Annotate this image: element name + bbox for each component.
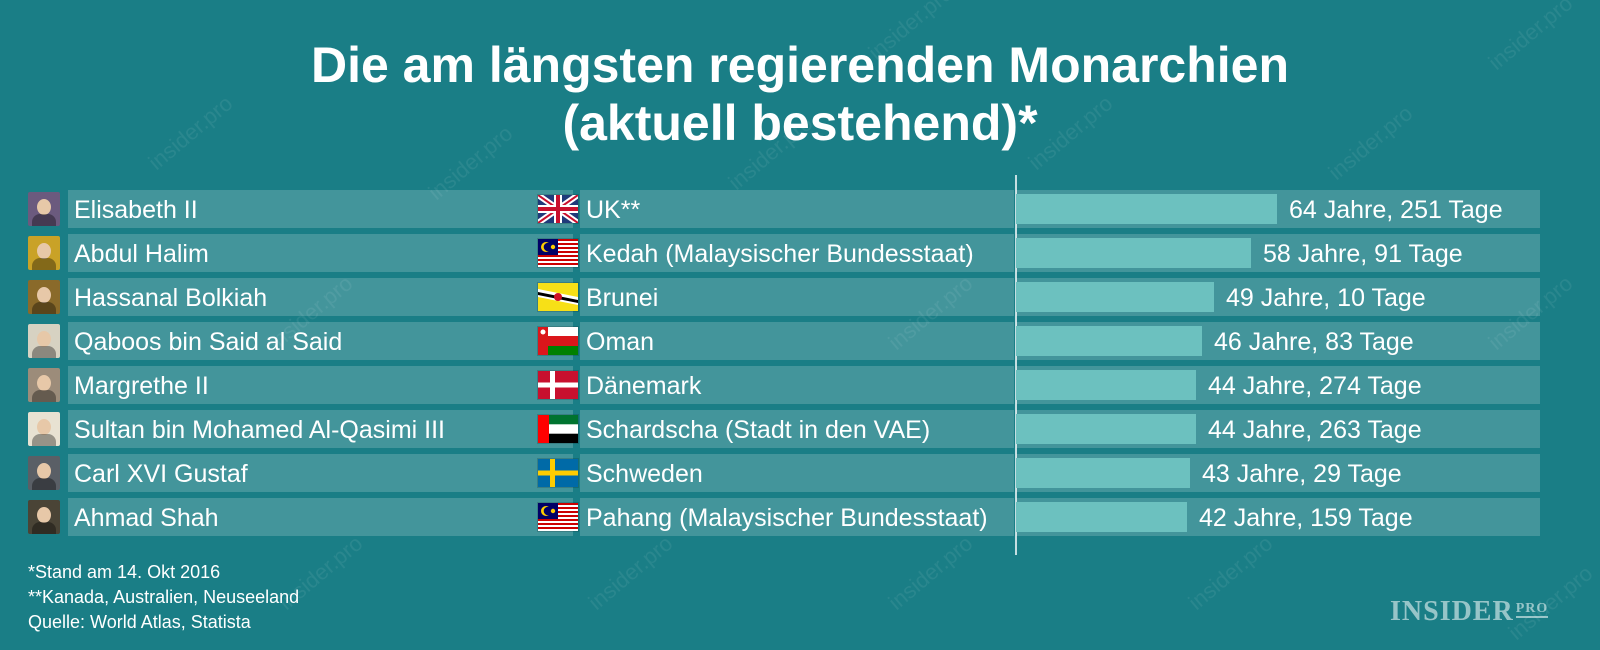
monarch-portrait — [28, 280, 60, 314]
table-row: Ahmad Shah Pahang (Malaysischer Bundessta… — [28, 498, 1570, 536]
bar-track: 49 Jahre, 10 Tage — [1016, 278, 1540, 316]
bar-track: 46 Jahre, 83 Tage — [1016, 322, 1540, 360]
uae-flag — [537, 414, 579, 444]
logo-main: INSIDER — [1390, 596, 1514, 627]
logo-sub: PRO — [1515, 601, 1549, 618]
table-row: Margrethe II Dänemark 44 Jahre, 274 Tage — [28, 366, 1570, 404]
country-name: Kedah (Malaysischer Bundesstaat) — [580, 234, 1014, 272]
bar — [1016, 502, 1187, 532]
data-label: 44 Jahre, 274 Tage — [1208, 372, 1422, 400]
bar — [1016, 238, 1251, 268]
country-name: Pahang (Malaysischer Bundesstaat) — [580, 498, 1014, 536]
monarch-portrait — [28, 456, 60, 490]
footnotes: *Stand am 14. Okt 2016 **Kanada, Austral… — [28, 560, 299, 635]
table-row: Sultan bin Mohamed Al-Qasimi III Schardsc… — [28, 410, 1570, 448]
bar-track: 42 Jahre, 159 Tage — [1016, 498, 1540, 536]
sweden-flag — [537, 458, 579, 488]
footnote-2: **Kanada, Australien, Neuseeland — [28, 587, 300, 607]
malaysia-flag — [537, 502, 579, 532]
malaysia-flag — [537, 238, 579, 268]
country-name: Oman — [580, 322, 1014, 360]
brunei-flag — [537, 282, 579, 312]
bar-track: 43 Jahre, 29 Tage — [1016, 454, 1540, 492]
bar-track: 44 Jahre, 274 Tage — [1016, 366, 1540, 404]
data-label: 64 Jahre, 251 Tage — [1289, 196, 1503, 224]
bar — [1016, 370, 1196, 400]
data-label: 44 Jahre, 263 Tage — [1208, 416, 1422, 444]
monarch-name: Elisabeth II — [68, 190, 573, 228]
watermark-text: insider.pro — [883, 530, 978, 615]
title-line-2: (aktuell bestehend)* — [562, 95, 1038, 151]
data-label: 58 Jahre, 91 Tage — [1263, 240, 1463, 268]
chart-rows: Elisabeth II UK** 64 Jahre, 251 Tage Abdul … — [28, 190, 1570, 542]
monarch-portrait — [28, 192, 60, 226]
table-row: Hassanal Bolkiah Brunei 49 Jahre, 10 Tage — [28, 278, 1570, 316]
watermark-text: insider.pro — [1183, 530, 1278, 615]
data-label: 49 Jahre, 10 Tage — [1226, 284, 1426, 312]
country-name: Schardscha (Stadt in den VAE) — [580, 410, 1014, 448]
country-name: Dänemark — [580, 366, 1014, 404]
country-name: Schweden — [580, 454, 1014, 492]
bar-track: 44 Jahre, 263 Tage — [1016, 410, 1540, 448]
monarch-portrait — [28, 368, 60, 402]
denmark-flag — [537, 370, 579, 400]
monarch-name: Abdul Halim — [68, 234, 573, 272]
table-row: Carl XVI Gustaf Schweden 43 Jahre, 29 Tage — [28, 454, 1570, 492]
footnote-1: *Stand am 14. Okt 2016 — [28, 562, 221, 582]
title-line-1: Die am längsten regierenden Monarchien — [310, 37, 1290, 93]
bar — [1016, 194, 1277, 224]
chart-title: Die am längsten regierenden Monarchien (… — [0, 36, 1600, 152]
watermark-text: insider.pro — [583, 530, 678, 615]
monarch-portrait — [28, 500, 60, 534]
monarch-portrait — [28, 324, 60, 358]
oman-flag — [537, 326, 579, 356]
monarch-name: Hassanal Bolkiah — [68, 278, 573, 316]
monarch-portrait — [28, 236, 60, 270]
bar-track: 64 Jahre, 251 Tage — [1016, 190, 1540, 228]
country-name: Brunei — [580, 278, 1014, 316]
data-label: 42 Jahre, 159 Tage — [1199, 504, 1413, 532]
monarch-name: Sultan bin Mohamed Al-Qasimi III — [68, 410, 573, 448]
axis-line — [1015, 175, 1017, 555]
insider-pro-logo: INSIDER PRO — [1390, 596, 1549, 628]
data-label: 46 Jahre, 83 Tage — [1214, 328, 1414, 356]
table-row: Qaboos bin Said al Said Oman 46 Jahre, 83 … — [28, 322, 1570, 360]
monarch-name: Ahmad Shah — [68, 498, 573, 536]
table-row: Elisabeth II UK** 64 Jahre, 251 Tage — [28, 190, 1570, 228]
monarch-name: Carl XVI Gustaf — [68, 454, 573, 492]
bar — [1016, 326, 1202, 356]
monarch-portrait — [28, 412, 60, 446]
bar-track: 58 Jahre, 91 Tage — [1016, 234, 1540, 272]
uk-flag — [537, 194, 579, 224]
monarch-name: Qaboos bin Said al Said — [68, 322, 573, 360]
country-name: UK** — [580, 190, 1014, 228]
table-row: Abdul Halim Kedah (Malaysischer Bundessta… — [28, 234, 1570, 272]
data-label: 43 Jahre, 29 Tage — [1202, 460, 1402, 488]
monarch-name: Margrethe II — [68, 366, 573, 404]
bar — [1016, 458, 1190, 488]
footnote-source: Quelle: World Atlas, Statista — [28, 612, 251, 632]
bar — [1016, 282, 1214, 312]
bar — [1016, 414, 1196, 444]
